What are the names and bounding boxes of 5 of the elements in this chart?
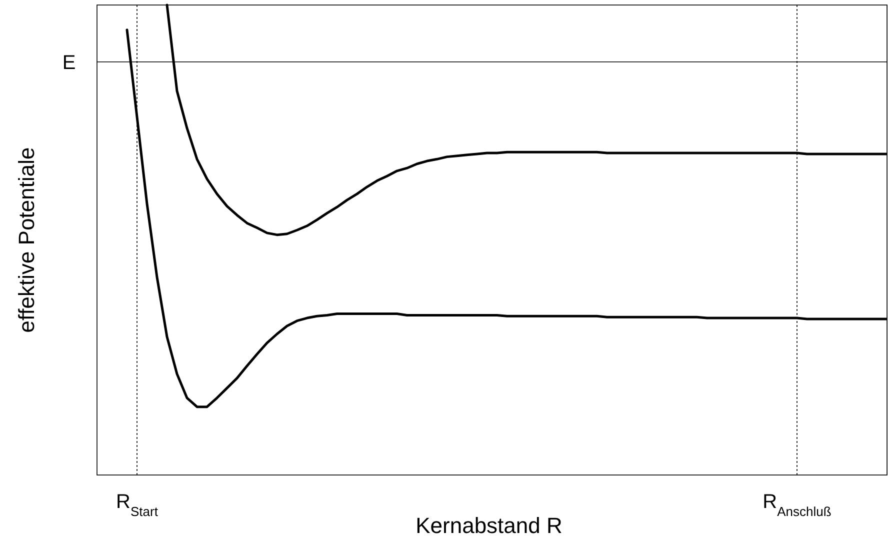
x-tick-label: R$_{Start}$ bbox=[116, 491, 158, 518]
ref-line-label: E bbox=[62, 52, 76, 74]
x-axis-title: Kernabstand R bbox=[416, 513, 562, 538]
x-tick-label: R$_{Anschluß}$ bbox=[762, 491, 832, 518]
y-axis-title: effektive Potentiale bbox=[14, 147, 39, 333]
